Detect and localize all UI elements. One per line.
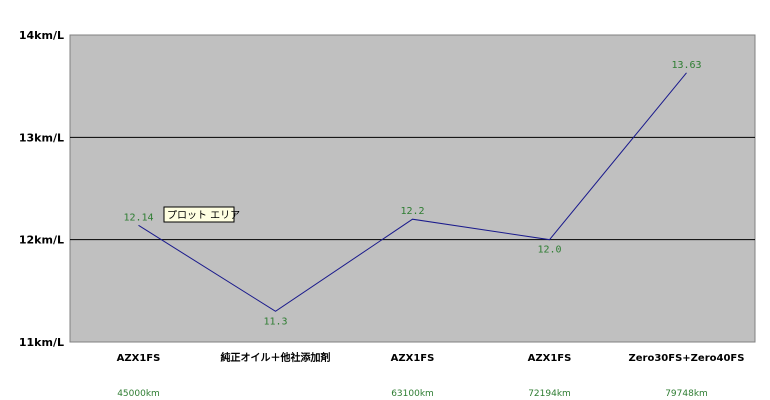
x-axis-ticks: AZX1FS 45000km 純正オイル＋他社添加剤 AZX1FS 63100km AZX… <box>117 351 745 399</box>
grid-lines <box>70 136 755 241</box>
data-label: 12.2 <box>400 206 424 217</box>
x-tick-label: AZX1FS <box>391 353 435 364</box>
x-tick-label: Zero30FS+Zero40FS <box>629 353 745 364</box>
y-tick-label: 13km/L <box>19 131 64 144</box>
x-sub-label: 72194km <box>528 389 571 399</box>
x-sub-label: 63100km <box>391 389 434 399</box>
y-tick-label: 12km/L <box>19 234 64 247</box>
x-sub-label: 79748km <box>665 389 708 399</box>
data-labels: 12.14 11.3 12.2 12.0 13.63 <box>123 60 701 327</box>
x-sub-label: 45000km <box>117 389 160 399</box>
x-tick-label: AZX1FS <box>528 353 572 364</box>
tooltip-text: プロット エリア <box>167 210 240 222</box>
data-label: 13.63 <box>671 60 701 71</box>
data-label: 12.0 <box>537 245 561 256</box>
data-label: 12.14 <box>123 212 153 223</box>
tooltip-box <box>163 206 235 223</box>
y-tick-label: 11km/L <box>19 336 64 349</box>
y-tick-label: 14km/L <box>19 29 64 42</box>
x-tick-label: AZX1FS <box>117 353 161 364</box>
y-axis-ticks: 11km/L 12km/L 13km/L 14km/L <box>19 29 64 349</box>
plot-area-tooltip: プロット エリア <box>163 206 240 223</box>
series-line <box>138 72 687 312</box>
x-tick-label: 純正オイル＋他社添加剤 <box>221 351 331 364</box>
data-label: 11.3 <box>263 316 287 327</box>
plot-area[interactable] <box>69 34 756 343</box>
